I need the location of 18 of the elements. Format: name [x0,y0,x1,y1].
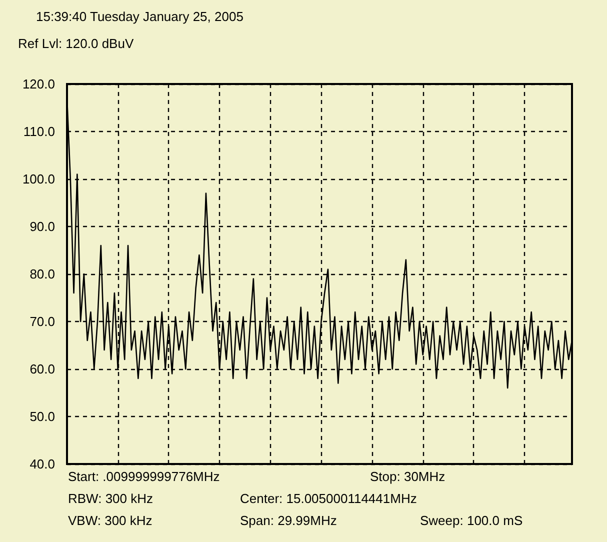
y-tick-label: 110.0 [23,124,55,139]
y-tick-label: 60.0 [30,362,55,376]
y-tick-label: 80.0 [30,266,55,282]
chart-title: 15:39:40 Tuesday January 25, 2005 [36,9,244,24]
text: Span: 29.99MHz [240,513,337,528]
text: RBW: 300 kHz [68,491,154,506]
y-tick-label: 120.0 [22,76,55,92]
y-tick-label: 70.0 [30,314,55,329]
chart-subtitle: Ref Lvl: 120.0 dBuV [18,36,134,51]
text: Center: 15.005000114441MHz [240,491,417,506]
y-tick-label: 50.0 [30,409,55,424]
y-tick-label: 40.0 [30,456,55,472]
text: Start: .009999999776MHz [68,469,220,484]
text: Stop: 30MHz [370,469,446,484]
y-tick-label: 90.0 [30,219,55,234]
text: VBW: 300 kHz [68,513,152,528]
text: Sweep: 100.0 mS [420,513,523,528]
y-tick-label: 100.0 [22,172,55,186]
